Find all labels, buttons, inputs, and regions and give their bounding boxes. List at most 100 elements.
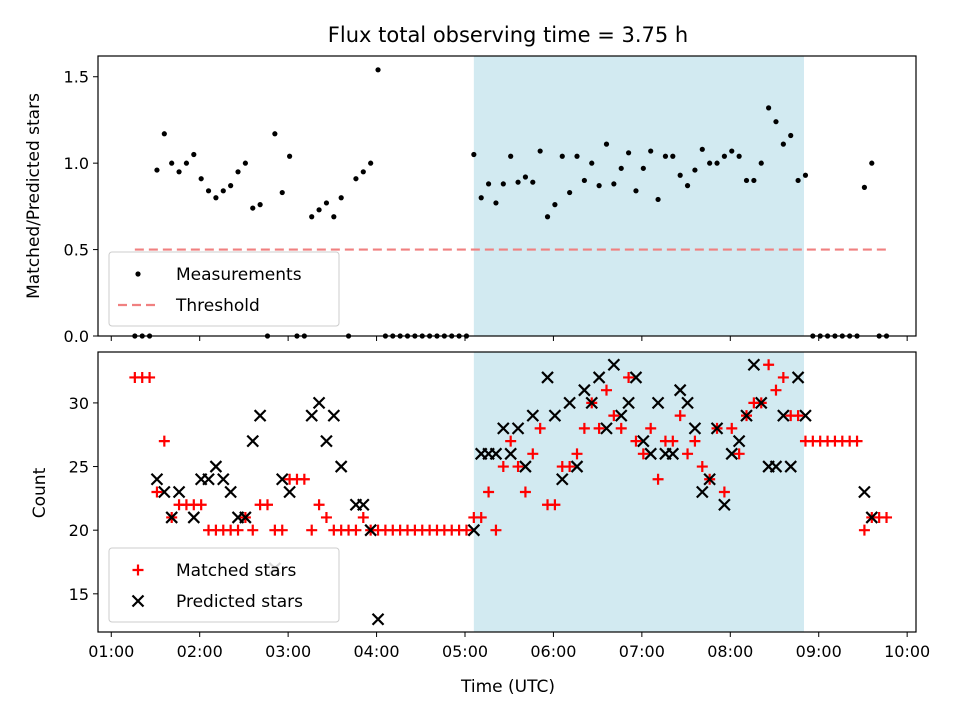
measurements-point bbox=[287, 153, 293, 159]
x-tick-label: 03:00 bbox=[265, 642, 311, 661]
matched-stars-point bbox=[357, 511, 369, 523]
plot-frame bbox=[97, 55, 917, 337]
measurements-point bbox=[618, 165, 624, 171]
measurements-point bbox=[677, 172, 683, 178]
measurements-point bbox=[228, 183, 234, 189]
measurements-point bbox=[508, 153, 514, 159]
measurements-point bbox=[611, 181, 617, 187]
measurements-point bbox=[360, 169, 366, 175]
predicted-stars-point bbox=[489, 447, 503, 461]
measurements-point bbox=[176, 169, 182, 175]
matched-stars-point bbox=[615, 422, 627, 434]
matched-stars-point bbox=[674, 410, 686, 422]
measurements-point bbox=[375, 67, 381, 73]
measurements-point bbox=[699, 146, 705, 152]
matched-stars-point bbox=[696, 461, 708, 473]
measurements-point bbox=[567, 189, 573, 196]
measurements-point bbox=[515, 179, 521, 185]
predicted-stars-point bbox=[158, 485, 171, 499]
predicted-stars-point bbox=[725, 447, 739, 461]
measurements-point bbox=[861, 184, 868, 190]
measurements-point bbox=[802, 172, 809, 178]
matched-stars-point bbox=[549, 499, 561, 511]
predicted-stars-point bbox=[784, 460, 797, 473]
measurements-point bbox=[707, 160, 713, 166]
measurements-point bbox=[869, 160, 875, 166]
measurements-point bbox=[766, 105, 772, 111]
matched-stars-point bbox=[682, 448, 694, 460]
measurements-point bbox=[773, 119, 779, 125]
measurements-point bbox=[581, 177, 587, 184]
matched-stars-point bbox=[777, 371, 789, 383]
chart-title: Flux total observing time = 3.75 h bbox=[328, 23, 688, 47]
predicted-stars-point bbox=[246, 434, 260, 448]
matched-stars-point bbox=[645, 422, 657, 434]
measurements-point bbox=[721, 153, 727, 159]
predicted-stars-point bbox=[555, 472, 569, 486]
predicted-stars-point bbox=[253, 409, 267, 422]
measurements-point bbox=[559, 153, 565, 159]
predicted-stars-point bbox=[511, 422, 525, 435]
measurements-point bbox=[670, 153, 676, 159]
matched-stars-point bbox=[571, 448, 583, 460]
predicted-stars-point bbox=[570, 460, 584, 473]
predicted-stars-point bbox=[202, 472, 215, 486]
matched-stars-point bbox=[564, 461, 576, 473]
predicted-stars-point bbox=[791, 371, 805, 384]
x-tick-label: 10:00 bbox=[884, 642, 930, 661]
measurements-point bbox=[780, 141, 786, 147]
matched-stars-point bbox=[881, 511, 893, 523]
measurements-point bbox=[596, 183, 602, 189]
predicted-stars-point bbox=[541, 371, 554, 384]
measurements-point bbox=[338, 195, 344, 201]
predicted-stars-point bbox=[799, 409, 812, 422]
matched-stars-point bbox=[718, 486, 730, 498]
matched-stars-point bbox=[519, 486, 531, 498]
measurements-point bbox=[471, 151, 477, 158]
predicted-stars-point bbox=[769, 460, 783, 473]
legend-label: Threshold bbox=[175, 296, 260, 316]
matched-stars-point bbox=[497, 461, 509, 473]
predicted-stars-point bbox=[239, 511, 252, 524]
predicted-stars-point bbox=[777, 409, 790, 422]
matched-stars-point bbox=[630, 435, 642, 447]
matched-stars-point bbox=[261, 499, 273, 511]
predicted-stars-point bbox=[614, 409, 628, 422]
measurements-point bbox=[220, 188, 226, 194]
measurements-point bbox=[714, 160, 720, 166]
legend-marker bbox=[132, 564, 144, 576]
measurements-point bbox=[758, 160, 764, 166]
measurements-point bbox=[648, 148, 654, 154]
legend-box bbox=[108, 547, 340, 623]
matched-stars-point bbox=[247, 524, 259, 536]
measurements-point bbox=[574, 153, 580, 159]
predicted-stars-point bbox=[747, 358, 761, 372]
predicted-stars-point bbox=[172, 485, 186, 499]
predicted-stars-point bbox=[497, 422, 510, 435]
matched-stars-point bbox=[144, 371, 156, 383]
predicted-stars-point bbox=[622, 396, 635, 410]
observing-window-span bbox=[473, 56, 804, 336]
matched-stars-point bbox=[851, 435, 863, 447]
measurements-point bbox=[279, 189, 285, 196]
matched-stars-point bbox=[763, 359, 775, 371]
x-tick-label: 05:00 bbox=[442, 642, 488, 661]
y-tick-label: 30 bbox=[69, 394, 89, 413]
plot-frame bbox=[97, 351, 917, 633]
matched-stars-point bbox=[350, 524, 362, 536]
measurements-point bbox=[242, 160, 248, 166]
matched-stars-point bbox=[490, 524, 502, 536]
matched-stars-point bbox=[505, 435, 517, 447]
predicted-stars-point bbox=[519, 460, 532, 473]
measurements-point bbox=[684, 183, 691, 189]
measurements-point bbox=[309, 214, 315, 220]
matched-stars-point bbox=[600, 384, 612, 396]
matched-stars-point bbox=[534, 422, 546, 434]
measurements-point bbox=[633, 188, 639, 194]
predicted-stars-point bbox=[740, 409, 753, 422]
legend-marker bbox=[131, 594, 145, 608]
matched-stars-point bbox=[151, 486, 163, 498]
measurements-point bbox=[552, 202, 558, 208]
matched-stars-point bbox=[527, 448, 539, 460]
